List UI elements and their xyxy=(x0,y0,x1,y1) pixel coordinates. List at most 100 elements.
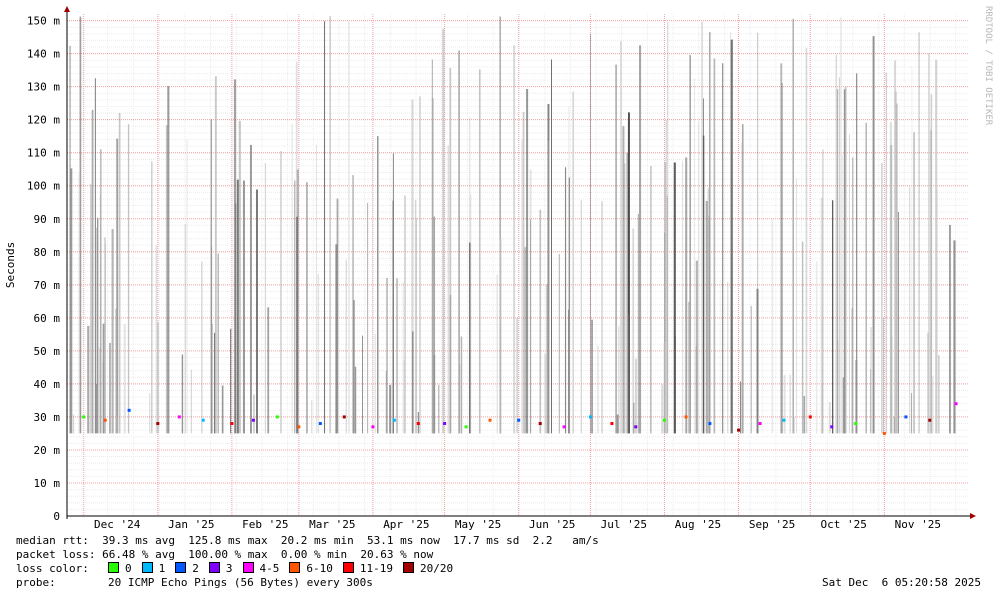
y-tick-label: 130 m xyxy=(27,81,60,94)
x-axis-arrow xyxy=(970,513,976,519)
x-tick-label: Aug '25 xyxy=(675,518,721,531)
median-point xyxy=(156,422,160,426)
x-tick-label: Oct '25 xyxy=(821,518,867,531)
median-point xyxy=(928,418,932,422)
timestamp: Sat Dec 6 05:20:58 2025 xyxy=(822,576,981,589)
loss-color-swatch xyxy=(289,562,301,573)
median-point xyxy=(464,425,468,429)
packet-loss-values: 66.48 % avg 100.00 % max 0.00 % min 20.6… xyxy=(102,548,434,561)
loss-color-swatch xyxy=(108,562,119,573)
packet-loss-label: packet loss: xyxy=(16,548,96,561)
loss-color-item: 4-5 xyxy=(242,562,280,576)
median-point xyxy=(201,418,205,422)
probe-value: 20 ICMP Echo Pings (56 Bytes) every 300s xyxy=(108,576,373,589)
median-point xyxy=(297,425,301,429)
y-tick-label: 20 m xyxy=(34,444,61,457)
x-tick-label: Feb '25 xyxy=(242,518,288,531)
median-point xyxy=(443,422,447,426)
median-point xyxy=(662,418,666,422)
median-point xyxy=(517,418,521,422)
loss-color-label-text: 11-19 xyxy=(359,562,393,575)
x-tick-label: Dec '24 xyxy=(94,518,141,531)
median-point xyxy=(904,415,908,419)
probe-label: probe: xyxy=(16,576,56,589)
loss-color-swatch xyxy=(403,562,414,573)
median-point xyxy=(562,425,566,429)
median-point xyxy=(882,431,886,435)
x-tick-label: Jan '25 xyxy=(168,518,214,531)
median-point xyxy=(251,418,255,422)
median-point xyxy=(854,422,858,426)
median-point xyxy=(416,422,420,426)
y-tick-label: 100 m xyxy=(27,180,60,193)
rrdtool-watermark: RRDTOOL / TOBI OETIKER xyxy=(983,6,993,126)
y-tick-label: 120 m xyxy=(27,114,60,127)
median-point xyxy=(782,418,786,422)
loss-color-swatch xyxy=(175,562,187,573)
y-tick-label: 90 m xyxy=(34,213,61,226)
y-tick-label: 40 m xyxy=(34,378,61,391)
x-tick-label: May '25 xyxy=(455,518,501,531)
loss-color-label-text: 6-10 xyxy=(306,562,333,575)
x-tick-label: Mar '25 xyxy=(309,518,355,531)
loss-color-item: 1 xyxy=(141,562,166,576)
loss-color-item: 11-19 xyxy=(342,562,393,576)
median-point xyxy=(127,408,131,412)
loss-color-label: loss color: xyxy=(16,562,89,575)
loss-color-item: 2 xyxy=(175,562,199,576)
loss-color-swatch xyxy=(208,562,220,573)
loss-color-swatch xyxy=(342,562,354,573)
y-tick-label: 80 m xyxy=(34,246,61,259)
y-tick-label: 0 xyxy=(53,510,60,523)
loss-color-item: 3 xyxy=(208,562,233,576)
x-tick-label: Jun '25 xyxy=(529,518,575,531)
loss-color-item: 20/20 xyxy=(403,562,453,576)
median-point xyxy=(392,418,396,422)
median-point xyxy=(318,422,322,426)
probe-row: probe: 20 ICMP Echo Pings (56 Bytes) ever… xyxy=(16,576,373,590)
y-tick-label: 30 m xyxy=(34,411,61,424)
median-point xyxy=(538,422,542,426)
median-point xyxy=(177,415,181,419)
y-axis-arrow xyxy=(64,6,70,12)
median-point xyxy=(830,425,834,429)
y-tick-label: 70 m xyxy=(34,279,61,292)
loss-color-swatches: 0 1 2 3 4-5 6-10 11-19 20/20 xyxy=(108,562,463,575)
median-rtt-values: 39.3 ms avg 125.8 ms max 20.2 ms min 53.… xyxy=(102,534,599,547)
median-point xyxy=(488,418,492,422)
median-point xyxy=(758,422,762,426)
loss-color-label-text: 20/20 xyxy=(420,562,454,575)
median-point xyxy=(708,422,712,426)
loss-color-swatch xyxy=(242,562,254,573)
loss-color-swatch xyxy=(141,562,153,573)
median-point xyxy=(342,415,346,419)
y-tick-label: 10 m xyxy=(34,477,61,490)
median-point xyxy=(230,422,234,426)
x-tick-label: Apr '25 xyxy=(383,518,429,531)
y-tick-label: 110 m xyxy=(27,147,60,160)
loss-color-label-text: 4-5 xyxy=(259,562,280,575)
y-tick-label: 150 m xyxy=(27,15,60,28)
loss-color-item: 0 xyxy=(108,562,132,576)
median-point xyxy=(610,422,614,426)
x-tick-label: Sep '25 xyxy=(749,518,795,531)
loss-color-label-text: 3 xyxy=(225,562,233,575)
median-point xyxy=(954,402,958,406)
loss-color-label-text: 1 xyxy=(158,562,166,575)
median-point xyxy=(103,418,107,422)
median-point xyxy=(371,425,375,429)
median-point xyxy=(275,415,279,419)
packet-loss-row: packet loss: 66.48 % avg 100.00 % max 0.… xyxy=(16,548,433,562)
median-point xyxy=(634,425,638,429)
loss-color-item: 6-10 xyxy=(289,562,333,576)
x-tick-label: Nov '25 xyxy=(895,518,941,531)
x-tick-label: Jul '25 xyxy=(601,518,647,531)
median-rtt-row: median rtt: 39.3 ms avg 125.8 ms max 20.… xyxy=(16,534,599,548)
median-rtt-label: median rtt: xyxy=(16,534,89,547)
y-tick-label: 140 m xyxy=(27,48,60,61)
y-tick-label: 60 m xyxy=(34,312,61,325)
median-point xyxy=(808,415,812,419)
y-axis-label: Seconds xyxy=(4,242,17,288)
loss-color-label-text: 2 xyxy=(192,562,199,575)
